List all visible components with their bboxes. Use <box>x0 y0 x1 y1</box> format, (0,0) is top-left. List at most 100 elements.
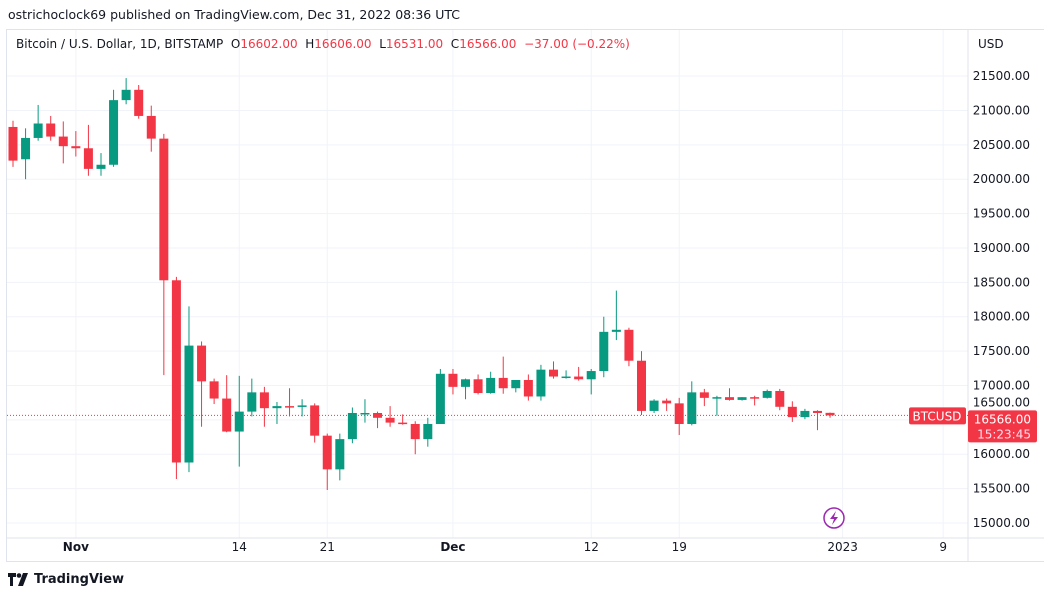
candle <box>373 411 383 429</box>
candle <box>574 366 584 381</box>
candle <box>272 401 282 424</box>
candle <box>121 78 131 105</box>
candle-body <box>448 373 458 387</box>
candle-body <box>184 345 194 463</box>
brand-name: TradingView <box>34 572 125 587</box>
candle <box>83 124 93 176</box>
candle-body <box>385 417 395 423</box>
candle <box>787 401 797 422</box>
candle <box>498 356 508 394</box>
time-tick-label: 21 <box>320 540 335 554</box>
open-label: O <box>230 37 241 51</box>
candle-body <box>121 89 131 101</box>
candle-body <box>649 400 659 411</box>
candle-body <box>624 329 634 361</box>
candle-body <box>410 423 420 440</box>
candle <box>536 364 546 401</box>
price-tick-label: 18500.00 <box>973 275 1030 289</box>
lightning-icon-bolt <box>830 511 838 525</box>
price-tick-label: 16000.00 <box>973 447 1030 461</box>
candle <box>58 121 68 164</box>
time-tick-label: 19 <box>672 540 687 554</box>
candle-body <box>461 379 471 387</box>
candle-body <box>674 403 684 424</box>
candle-body <box>561 376 571 379</box>
candle <box>297 399 307 417</box>
candle-body <box>33 123 43 138</box>
candle-body <box>762 390 772 398</box>
last-price-badge <box>968 410 1037 443</box>
open-value: 16602.00 <box>240 37 298 51</box>
price-tick-label: 18000.00 <box>973 310 1030 324</box>
candle-body <box>8 126 18 161</box>
candle-body <box>209 381 219 399</box>
candle <box>775 388 785 411</box>
candle <box>549 361 559 379</box>
candle-body <box>46 123 56 137</box>
time-tick-label: Nov <box>63 540 89 554</box>
last-price-value: 16566.00 <box>974 412 1031 426</box>
candle <box>435 368 445 424</box>
price-tick-label: 19500.00 <box>973 207 1030 221</box>
candle <box>649 399 659 413</box>
candle-body <box>825 412 835 416</box>
candle <box>234 375 244 467</box>
candle <box>523 374 533 401</box>
candle-body <box>775 390 785 407</box>
candle-body <box>423 423 433 440</box>
candle <box>561 370 571 379</box>
candle-body <box>699 392 709 398</box>
candle-body <box>58 136 68 147</box>
price-tick-label: 17000.00 <box>973 378 1030 392</box>
candle-body <box>398 422 408 425</box>
candle-body <box>498 377 508 389</box>
change-value: −37.00 (−0.22%) <box>524 37 630 51</box>
candle-body <box>247 392 257 412</box>
candle <box>611 290 621 341</box>
high-value: 16606.00 <box>314 37 372 51</box>
candle <box>46 115 56 141</box>
candle-body <box>322 435 332 470</box>
candle <box>473 374 483 395</box>
symbol-title[interactable]: Bitcoin / U.S. Dollar, 1D, BITSTAMP <box>16 37 224 51</box>
candle <box>800 408 810 420</box>
candle-body <box>83 148 93 169</box>
time-tick-label: 2023 <box>827 540 858 554</box>
candle <box>8 120 18 167</box>
candle-body <box>146 115 156 139</box>
candle-body <box>272 406 282 409</box>
candle-body <box>750 397 760 399</box>
candle-body <box>737 397 747 400</box>
tradingview-logo[interactable]: TradingView <box>8 572 124 587</box>
price-tick-label: 21500.00 <box>973 69 1030 83</box>
candle-body <box>536 369 546 397</box>
time-tick-label: 14 <box>232 540 247 554</box>
candle-body <box>21 137 31 160</box>
candle-body <box>234 411 244 432</box>
candle <box>750 395 760 406</box>
candle <box>335 433 345 481</box>
currency-label[interactable]: USD <box>978 37 1004 51</box>
price-tick-label: 15000.00 <box>973 516 1030 530</box>
candle-body <box>712 397 722 399</box>
candle <box>310 403 320 443</box>
lightning-icon[interactable] <box>823 507 845 529</box>
candle <box>146 105 156 152</box>
candle <box>171 276 181 479</box>
candle <box>222 375 232 433</box>
candle <box>71 131 81 157</box>
candle <box>825 412 835 418</box>
candle-body <box>574 376 584 380</box>
candle-body <box>335 439 345 470</box>
price-tick-label: 16500.00 <box>973 395 1030 409</box>
candle-body <box>310 405 320 436</box>
candle-body <box>134 89 144 116</box>
candle <box>687 381 697 426</box>
price-tick-label: 20000.00 <box>973 172 1030 186</box>
candle-body <box>435 373 445 424</box>
price-tick-label: 17500.00 <box>973 344 1030 358</box>
candle-body <box>800 410 810 418</box>
ticker-label: BTCUSD <box>913 409 962 423</box>
candle-body <box>662 400 672 404</box>
